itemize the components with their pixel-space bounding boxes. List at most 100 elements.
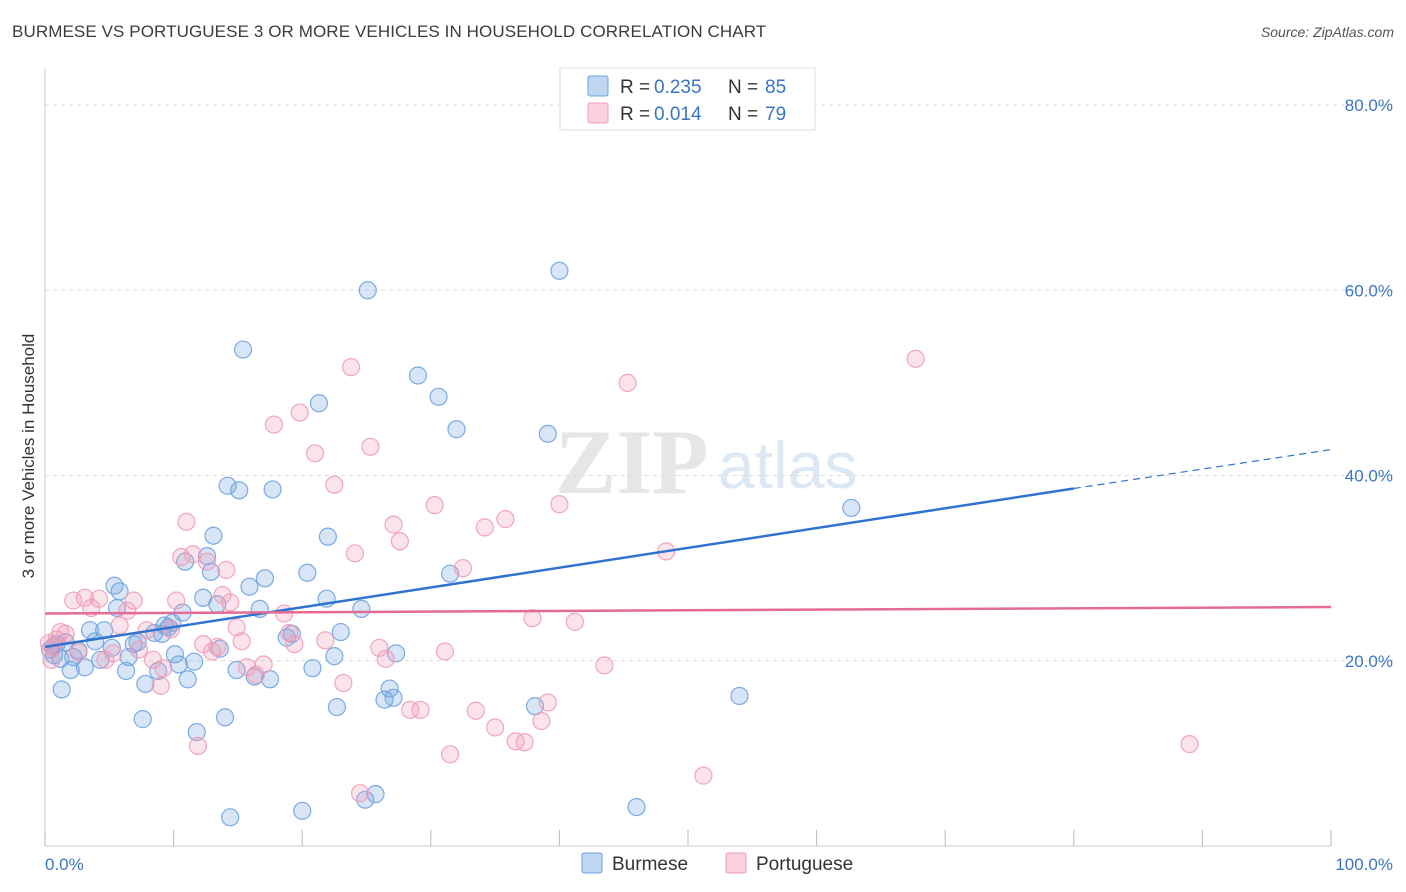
scatter-point-burmese bbox=[215, 708, 235, 727]
scatter-point-portuguese bbox=[466, 701, 485, 720]
scatter-point-burmese bbox=[105, 576, 124, 595]
grid-lines bbox=[45, 104, 1393, 662]
scatter-point-portuguese bbox=[550, 495, 569, 514]
scatter-point-portuguese bbox=[154, 659, 173, 678]
scatter-point-burmese bbox=[386, 644, 406, 663]
scatter-point-burmese bbox=[303, 659, 322, 678]
scatter-point-burmese bbox=[240, 577, 259, 596]
scatter-point-portuguese bbox=[523, 609, 542, 628]
scatter-point-portuguese bbox=[183, 545, 202, 564]
legend-n-label-burmese: N = bbox=[728, 77, 758, 98]
scatter-point-burmese bbox=[550, 261, 569, 280]
scatter-point-burmese bbox=[627, 797, 646, 817]
watermark-zip: ZIP bbox=[555, 411, 708, 513]
scatter-point-portuguese bbox=[118, 601, 137, 620]
scatter-point-burmese bbox=[309, 394, 329, 413]
y-tick-labels: 20.0% 40.0% 60.0% 80.0% bbox=[1345, 96, 1393, 671]
scatter-point-portuguese bbox=[264, 415, 284, 434]
legend-bottom-label-portuguese: Portuguese bbox=[756, 854, 853, 875]
scatter-point-portuguese bbox=[221, 593, 240, 612]
scatter-point-burmese bbox=[230, 481, 249, 500]
scatter-point-portuguese bbox=[565, 612, 584, 631]
scatter-point-burmese bbox=[233, 340, 253, 359]
scatter-point-burmese bbox=[178, 670, 197, 689]
scatter-point-portuguese bbox=[496, 509, 515, 529]
scatter-point-portuguese bbox=[350, 784, 370, 803]
scatter-points bbox=[39, 261, 1199, 827]
scatter-point-portuguese bbox=[75, 588, 94, 607]
scatter-point-burmese bbox=[52, 680, 71, 699]
scatter-point-portuguese bbox=[232, 632, 251, 651]
chart-source: Source: ZipAtlas.com bbox=[1260, 24, 1394, 40]
scatter-point-burmese bbox=[366, 785, 385, 804]
scatter-point-portuguese bbox=[280, 623, 299, 643]
scatter-point-portuguese bbox=[618, 373, 637, 393]
legend-swatch-burmese bbox=[587, 75, 609, 97]
scatter-point-burmese bbox=[331, 622, 350, 642]
scatter-point-burmese bbox=[201, 562, 220, 581]
scatter-point-portuguese bbox=[370, 638, 389, 657]
scatter-point-burmese bbox=[318, 527, 338, 546]
legend-bottom-label-burmese: Burmese bbox=[612, 854, 688, 875]
scatter-point-burmese bbox=[384, 688, 403, 707]
scatter-point-burmese bbox=[136, 674, 155, 694]
scatter-point-burmese bbox=[429, 387, 448, 406]
legend-bottom-swatch-burmese bbox=[581, 852, 603, 874]
scatter-point-burmese bbox=[169, 655, 188, 674]
scatter-point-burmese bbox=[187, 722, 206, 742]
scatter-point-portuguese bbox=[254, 655, 273, 674]
scatter-point-portuguese bbox=[345, 544, 365, 563]
scatter-point-burmese bbox=[842, 498, 861, 518]
y-tick-label: 60.0% bbox=[1345, 281, 1393, 300]
trend-lines bbox=[44, 448, 1332, 649]
scatter-point-portuguese bbox=[906, 349, 925, 368]
scatter-point-portuguese bbox=[104, 644, 123, 663]
scatter-point-portuguese bbox=[453, 559, 473, 578]
scatter-point-portuguese bbox=[208, 637, 227, 656]
scatter-point-burmese bbox=[327, 697, 347, 717]
legend-r-label-burmese: R = bbox=[620, 77, 650, 98]
scatter-point-portuguese bbox=[172, 547, 191, 567]
scatter-point-portuguese bbox=[694, 766, 713, 785]
scatter-point-burmese bbox=[358, 281, 377, 300]
scatter-point-burmese bbox=[204, 526, 223, 545]
scatter-point-burmese bbox=[298, 563, 317, 582]
scatter-point-portuguese bbox=[246, 665, 266, 684]
scatter-point-portuguese bbox=[129, 640, 148, 659]
scatter-point-burmese bbox=[255, 569, 275, 588]
trend-line-extension-burmese bbox=[1073, 448, 1332, 490]
x-tick-label: 100.0% bbox=[1335, 855, 1393, 874]
legend-n-value-burmese: 85 bbox=[765, 77, 786, 98]
scatter-point-burmese bbox=[263, 480, 282, 499]
scatter-point-burmese bbox=[218, 476, 237, 495]
scatter-point-burmese bbox=[165, 645, 184, 664]
scatter-point-portuguese bbox=[538, 693, 557, 712]
scatter-point-portuguese bbox=[124, 591, 143, 610]
scatter-point-burmese bbox=[538, 424, 557, 443]
scatter-point-portuguese bbox=[197, 552, 217, 571]
scatter-point-burmese bbox=[133, 710, 152, 729]
scatter-point-portuguese bbox=[188, 736, 208, 756]
legend-r-value-portuguese: 0.014 bbox=[654, 104, 702, 125]
scatter-point-portuguese bbox=[475, 518, 494, 537]
scatter-point-portuguese bbox=[376, 649, 395, 669]
scatter-point-burmese bbox=[352, 599, 371, 618]
scatter-point-portuguese bbox=[151, 676, 170, 695]
trend-line-portuguese bbox=[44, 605, 1332, 615]
scatter-point-portuguese bbox=[401, 700, 420, 719]
legend-r-label-portuguese: R = bbox=[620, 104, 650, 125]
scatter-point-portuguese bbox=[1180, 735, 1199, 754]
scatter-point-portuguese bbox=[177, 512, 196, 531]
trend-line-burmese bbox=[44, 487, 1074, 649]
scatter-point-portuguese bbox=[325, 475, 344, 494]
legend-r-value-burmese: 0.235 bbox=[654, 77, 702, 98]
y-tick-label: 20.0% bbox=[1345, 652, 1393, 671]
legend-n-value-portuguese: 79 bbox=[765, 104, 786, 125]
chart-title: BURMESE VS PORTUGUESE 3 OR MORE VEHICLES… bbox=[12, 22, 767, 41]
scatter-point-portuguese bbox=[213, 585, 232, 605]
scatter-point-burmese bbox=[375, 690, 394, 709]
scatter-point-burmese bbox=[221, 808, 240, 827]
x-tick-label: 0.0% bbox=[45, 855, 84, 874]
scatter-point-burmese bbox=[227, 660, 246, 680]
scatter-point-portuguese bbox=[515, 733, 534, 752]
